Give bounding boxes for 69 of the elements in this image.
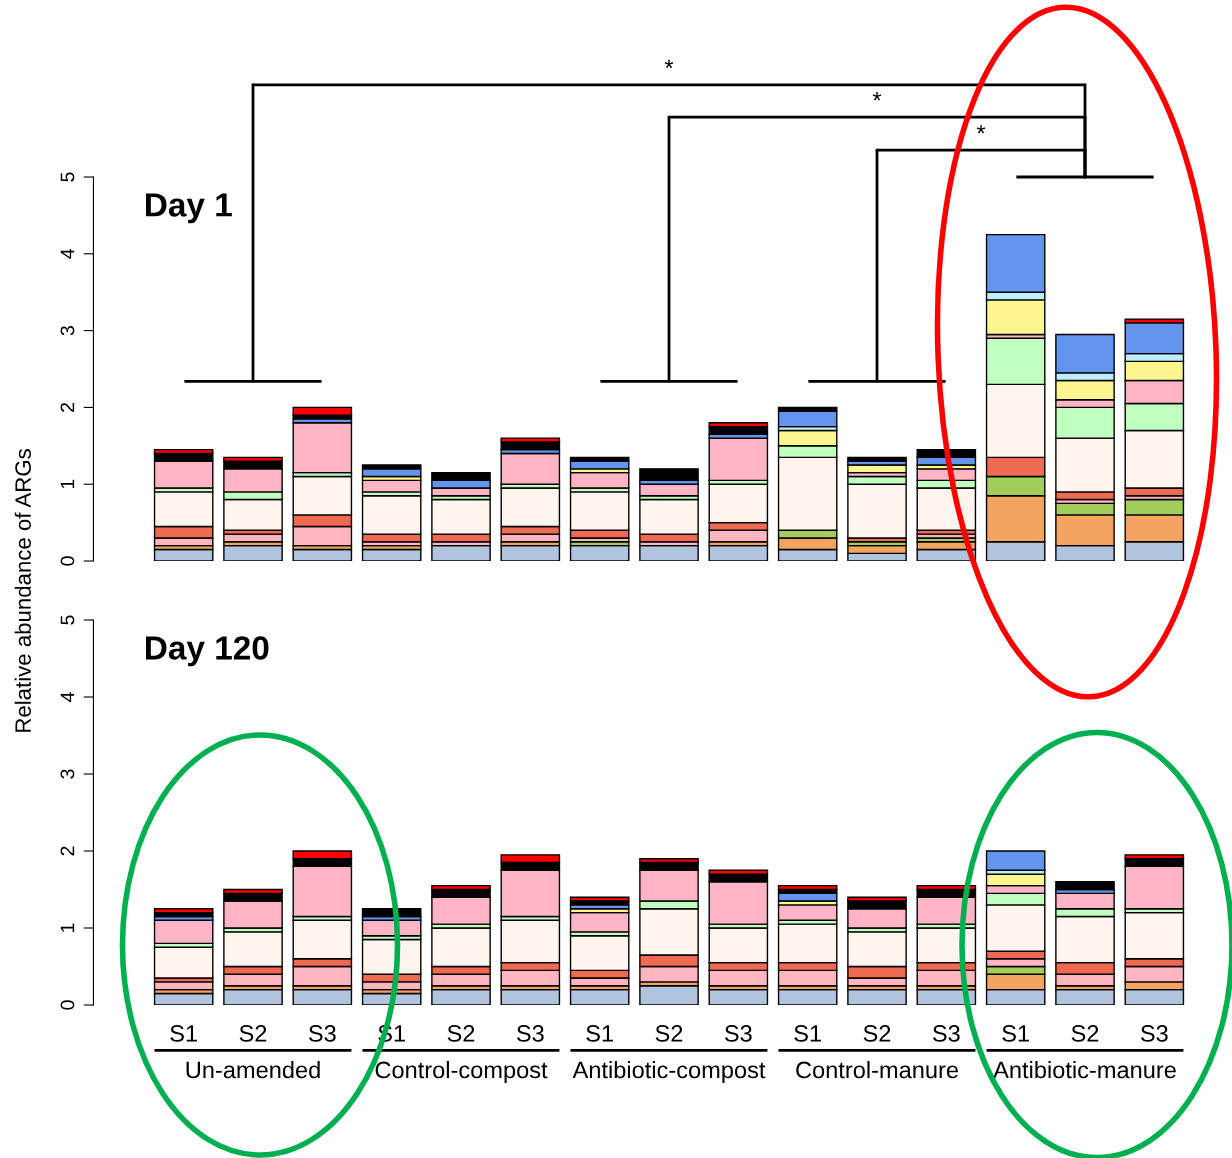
bar [223,988,283,1005]
y-tick-label: 0 [60,1000,75,1010]
bar [569,911,630,933]
text: Un-amended [186,1060,320,1079]
bar [292,406,353,416]
bar [708,988,769,1005]
bar [500,988,561,1005]
y-tick-label: 5 [60,172,75,182]
y-tick-label: 0 [60,556,75,566]
x-tick-label: S3 [516,1025,544,1042]
y-tick-label: 3 [60,326,75,336]
x-tick-label: S2 [1071,1025,1099,1042]
x-tick-label: S3 [724,1025,752,1042]
x-tick-label: S1 [794,1025,821,1042]
x-tick-label: S3 [308,1025,336,1042]
x-tick-label: S3 [1140,1025,1168,1042]
x-tick-label: S1 [586,1025,613,1042]
bar [1055,988,1115,1005]
x-tick-label: S2 [447,1025,475,1042]
chart-title: Day 120 [146,636,269,667]
y-tick-label: 2 [60,402,75,412]
bar [569,988,630,1005]
bar [431,988,491,1005]
bar [777,988,838,1005]
x-tick-label: S2 [655,1025,683,1042]
text: * [872,92,882,101]
bar [292,422,353,474]
x-tick-label: S2 [239,1025,267,1042]
bar [639,468,699,482]
bar [708,437,769,482]
bar [847,456,907,462]
text: * [664,59,674,69]
text: * [976,125,986,134]
y-tick-label: 2 [60,846,75,856]
bar [1055,881,1115,891]
y-tick-label: 4 [60,692,75,702]
bar [985,850,1046,871]
bar [708,544,769,561]
text: Control-compost [375,1060,548,1083]
bar [569,896,630,902]
bar [639,985,699,1005]
bar [569,471,630,489]
bar [777,884,838,891]
x-tick-label: S2 [863,1025,891,1042]
y-tick-label: 1 [60,923,75,932]
bar [361,479,422,493]
y-tick-label: 1 [60,479,75,489]
bar [153,946,214,979]
chart-title: Day 1 [146,193,232,224]
bar [500,452,561,485]
x-tick-label: S1 [1002,1025,1029,1042]
y-axis-title: Relative abundance of ARGs [14,449,31,732]
text: Antibiotic-compost [572,1060,766,1083]
y-tick-label: 3 [60,769,75,779]
bar [292,988,353,1005]
x-tick-label: S3 [932,1025,960,1042]
bar [153,908,214,914]
bar [569,544,630,561]
y-tick-label: 4 [60,248,75,259]
text: Antibiotic-manure [993,1060,1176,1079]
bar [639,544,699,561]
bar [431,544,491,561]
bar [153,919,214,945]
text: Control-manure [796,1060,958,1079]
bar [500,544,561,561]
y-tick-label: 5 [60,615,75,625]
bar [847,988,907,1005]
bar [223,544,283,561]
x-tick-label: S1 [170,1025,197,1042]
